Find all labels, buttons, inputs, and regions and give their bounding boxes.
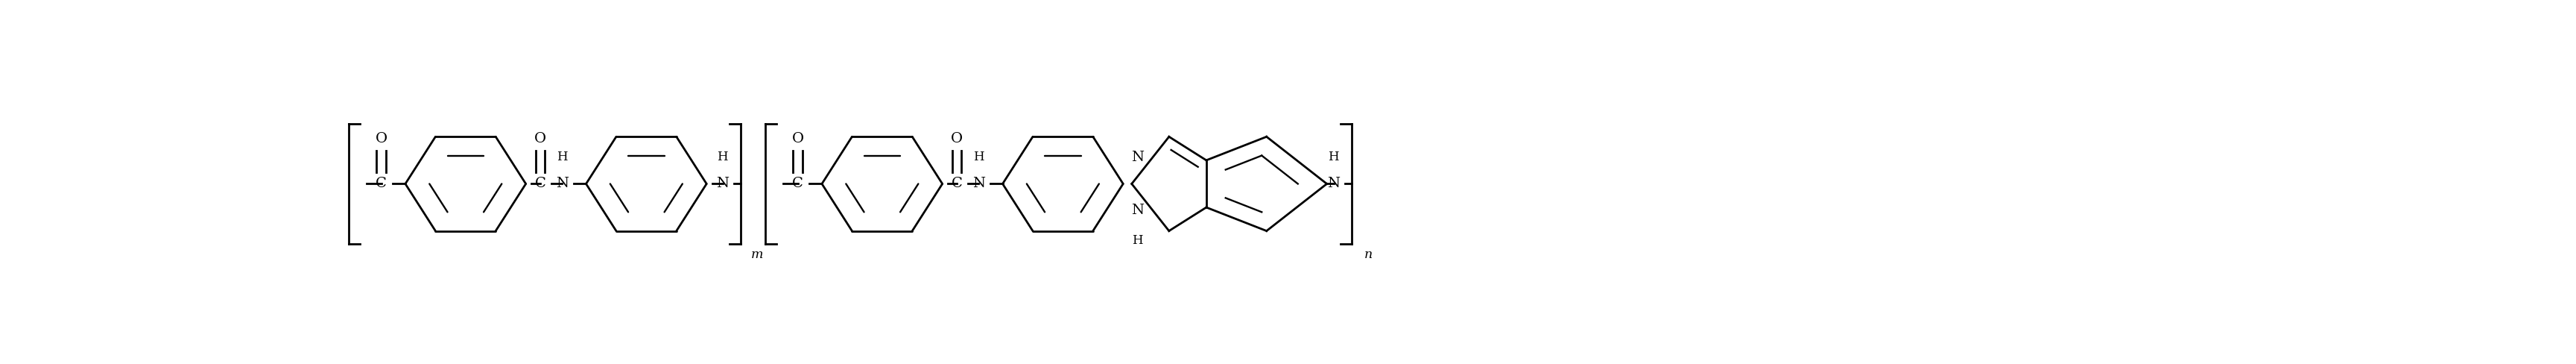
Text: O: O [791, 132, 804, 146]
Text: C: C [793, 177, 804, 190]
Text: O: O [951, 132, 963, 146]
Text: O: O [376, 132, 386, 146]
Text: C: C [536, 177, 546, 190]
Text: m: m [750, 248, 762, 261]
Text: N: N [1131, 203, 1144, 217]
Text: n: n [1363, 248, 1373, 261]
Text: H: H [1329, 150, 1340, 163]
Text: H: H [716, 150, 729, 163]
Text: N: N [716, 177, 729, 190]
Text: N: N [1131, 151, 1144, 164]
Text: N: N [971, 177, 984, 190]
Text: H: H [974, 150, 984, 163]
Text: C: C [951, 177, 963, 190]
Text: O: O [533, 132, 546, 146]
Text: H: H [556, 150, 567, 163]
Text: N: N [1327, 177, 1340, 190]
Text: C: C [376, 177, 386, 190]
Text: N: N [556, 177, 569, 190]
Text: H: H [1133, 234, 1144, 247]
